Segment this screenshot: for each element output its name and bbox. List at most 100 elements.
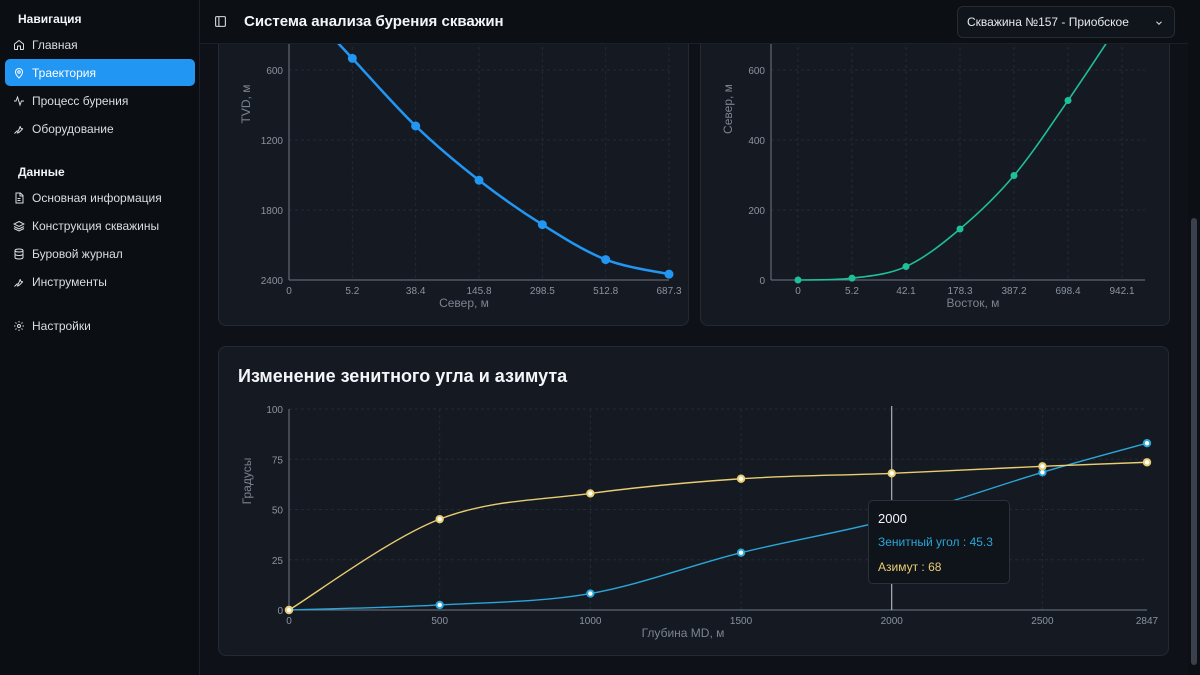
sidebar-item-drilling-process[interactable]: Процесс бурения [5,87,195,114]
y-tick-label: 0 [759,276,765,287]
data-point [411,121,421,131]
y-tick-label: 200 [748,206,765,217]
chevron-down-icon [1156,21,1162,25]
data-point [664,269,674,279]
data-point [794,276,802,284]
x-axis-label: Глубина MD, м [642,626,725,640]
data-point [435,514,444,524]
x-axis-label: Восток, м [947,296,1000,310]
wrench-icon [14,125,24,134]
tooltip-zenith: Зенитный угол : 45.3 [878,535,993,549]
x-tick-label: 2000 [881,616,904,627]
sidebar-item-label: Оборудование [32,121,114,136]
sidebar-item-label: Конструкция скважины [32,218,160,233]
chart-title: Изменение зенитного угла и азимута [238,366,568,386]
sidebar-item-tools[interactable]: Инструменты [5,268,195,295]
x-tick-label: 512.8 [593,286,618,297]
x-tick-label: 500 [431,616,448,627]
series-line [288,442,1148,611]
data-point [1064,97,1072,105]
sidebar-item-basic-info[interactable]: Основная информация [5,184,195,211]
sidebar-item-settings[interactable]: Настройки [5,312,195,339]
sidebar-toggle-icon[interactable] [214,15,227,28]
x-axis-label: Север, м [439,296,489,310]
y-tick-label: 1800 [261,206,284,217]
home-icon [14,39,24,50]
sidebar: Навигация Главная Траектория Процесс бур… [0,0,200,675]
y-tick-label: 0 [277,606,283,617]
data-point [1142,438,1152,448]
file-icon [15,192,24,203]
sidebar-item-label: Основная информация [32,190,162,205]
x-tick-label: 5.2 [345,286,359,297]
data-point [586,589,595,598]
y-tick-label: 600 [266,66,283,77]
y-tick-label: 600 [748,66,765,77]
x-tick-label: 687.3 [656,286,681,297]
data-point [902,263,910,271]
sidebar-item-well-construction[interactable]: Конструкция скважины [5,212,195,239]
main-content: 600 1200 1800 2400 0 5.2 38.4 145.8 298.5 512.8 68… [200,0,1188,675]
tooltip-azimuth: Азимут : 68 [878,560,942,574]
x-tick-label: 1500 [730,616,753,627]
chart-tooltip: 2000 Зенитный угол : 45.3 Азимут : 68 [868,500,1010,584]
data-point [284,605,294,615]
y-tick-label: 2400 [261,276,284,287]
sidebar-item-equipment[interactable]: Оборудование [5,115,195,142]
x-tick-label: 145.8 [466,286,491,297]
y-tick-label: 1200 [261,136,284,147]
x-tick-label: 2500 [1031,616,1054,627]
data-point [848,274,856,282]
x-tick-label: 1000 [579,616,602,627]
data-point [887,469,896,478]
well-select-value: Скважина №157 - Приобское [967,15,1129,29]
sidebar-item-label: Настройки [32,318,91,333]
y-axis-label: Градусы [240,458,254,505]
card-plan-chart: 0 200 400 600 0 5.2 42.1 178.3 387.2 698.4 942.1 Во… [700,19,1170,326]
data-point [601,255,611,265]
sidebar-item-label: Траектория [32,65,96,80]
data-point [537,220,547,230]
card-tvd-chart: 600 1200 1800 2400 0 5.2 38.4 145.8 298.5 512.8 68… [218,28,689,326]
scrollbar-thumb[interactable] [1191,218,1197,665]
sidebar-item-label: Главная [32,37,78,52]
well-select[interactable]: Скважина №157 - Приобское [957,6,1175,38]
x-tick-label: 942.1 [1109,286,1134,297]
tooltip-depth: 2000 [878,511,907,526]
data-point [1038,462,1047,471]
y-axis-label: Север, м [721,84,735,134]
activity-icon [14,94,24,107]
header: Система анализа бурения скважин Скважина… [200,0,1188,44]
nav-group-title: Навигация [18,12,82,26]
y-axis-label: TVD, м [239,85,253,124]
x-tick-label: 5.2 [845,286,859,297]
sidebar-item-trajectory[interactable]: Траектория [5,59,195,86]
x-tick-label: 698.4 [1055,286,1080,297]
y-tick-label: 75 [272,455,284,466]
x-tick-label: 178.3 [947,286,972,297]
sidebar-item-label: Процесс бурения [32,93,129,108]
page-title: Система анализа бурения скважин [244,13,504,30]
y-tick-label: 50 [272,506,284,517]
north-vs-east-chart: 0 200 400 600 0 5.2 42.1 178.3 387.2 698.4 942.1 Во… [721,19,1145,310]
data-point [736,548,746,557]
series-line [336,41,670,276]
scrollbar[interactable] [1188,0,1200,675]
x-tick-label: 387.2 [1001,286,1026,297]
x-tick-label: 298.5 [530,286,555,297]
x-tick-label: 0 [286,286,292,297]
data-point [736,474,746,483]
data-point [1010,172,1018,180]
data-point [956,225,964,233]
data-point [586,489,595,498]
x-tick-label: 42.1 [896,286,916,297]
y-tick-label: 25 [272,556,284,567]
sidebar-item-home[interactable]: Главная [5,31,195,58]
y-tick-label: 400 [748,136,765,147]
x-tick-label: 2847 [1136,616,1159,627]
data-point [474,175,484,185]
database-icon [14,248,24,260]
sidebar-item-drilling-log[interactable]: Буровой журнал [5,240,195,267]
